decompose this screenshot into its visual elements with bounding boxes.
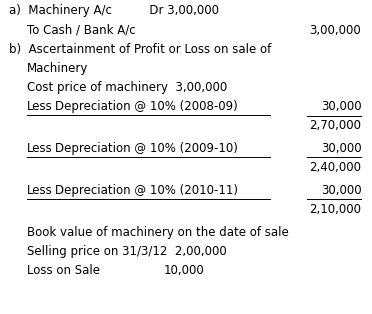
Text: To Cash / Bank A/c: To Cash / Bank A/c bbox=[27, 24, 136, 37]
Text: Depreciation @ 10% (2008-09): Depreciation @ 10% (2008-09) bbox=[55, 100, 238, 113]
Text: 30,000: 30,000 bbox=[321, 142, 361, 155]
Text: Cost price of machinery  3,00,000: Cost price of machinery 3,00,000 bbox=[27, 81, 228, 94]
Text: 30,000: 30,000 bbox=[321, 100, 361, 113]
Text: Depreciation @ 10% (2010-11): Depreciation @ 10% (2010-11) bbox=[55, 184, 238, 197]
Text: 2,10,000: 2,10,000 bbox=[310, 203, 361, 216]
Text: 10,000: 10,000 bbox=[164, 264, 205, 277]
Text: Less: Less bbox=[27, 184, 53, 197]
Text: Machinery: Machinery bbox=[27, 62, 89, 75]
Text: Less: Less bbox=[27, 142, 53, 155]
Text: a)  Machinery A/c          Dr 3,00,000: a) Machinery A/c Dr 3,00,000 bbox=[9, 4, 219, 17]
Text: 2,70,000: 2,70,000 bbox=[310, 119, 361, 133]
Text: 30,000: 30,000 bbox=[321, 184, 361, 197]
Text: Book value of machinery on the date of sale: Book value of machinery on the date of s… bbox=[27, 226, 289, 239]
Text: Selling price on 31/3/12  2,00,000: Selling price on 31/3/12 2,00,000 bbox=[27, 245, 227, 258]
Text: Depreciation @ 10% (2009-10): Depreciation @ 10% (2009-10) bbox=[55, 142, 238, 155]
Text: Less: Less bbox=[27, 100, 53, 113]
Text: 2,40,000: 2,40,000 bbox=[310, 161, 361, 174]
Text: 3,00,000: 3,00,000 bbox=[310, 24, 361, 37]
Text: b)  Ascertainment of Profit or Loss on sale of: b) Ascertainment of Profit or Loss on sa… bbox=[9, 43, 271, 56]
Text: Loss on Sale: Loss on Sale bbox=[27, 264, 100, 277]
